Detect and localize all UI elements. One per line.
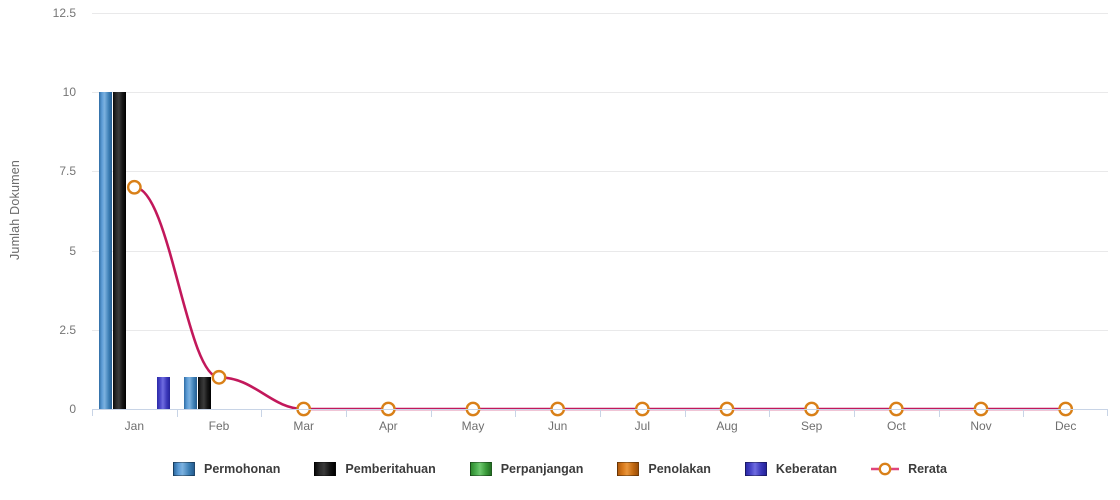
rerata-marker-mar[interactable]	[296, 401, 312, 417]
x-axis-label-feb: Feb	[208, 419, 230, 433]
x-axis-tick-mark	[176, 410, 178, 417]
x-axis-label-jul: Jul	[634, 419, 650, 433]
legend-label: Permohonan	[204, 462, 281, 476]
legend-label: Perpanjangan	[500, 462, 584, 476]
legend-item-pemberitahuan[interactable]: Pemberitahuan	[314, 462, 436, 476]
legend-label: Rerata	[908, 462, 947, 476]
x-axis-tick-mark	[515, 410, 517, 417]
rerata-marker-feb[interactable]	[211, 369, 227, 385]
x-axis-label-apr: Apr	[378, 419, 398, 433]
x-axis-label-may: May	[461, 419, 485, 433]
legend-swatch-keberatan	[744, 462, 767, 476]
rerata-marker-oct[interactable]	[888, 401, 904, 417]
legend-item-rerata[interactable]: Rerata	[871, 462, 947, 476]
chart-legend: Permohonan Pemberitahuan Perpanjangan Penol…	[0, 452, 1120, 486]
legend-line-marker-icon	[871, 462, 900, 476]
legend-swatch-permohonan	[173, 462, 195, 476]
x-axis-line	[92, 409, 1108, 416]
bar-pemberitahuan-jan[interactable]	[113, 92, 127, 409]
legend-label: Pemberitahuan	[345, 462, 436, 476]
rerata-marker-may[interactable]	[465, 401, 481, 417]
legend-swatch-perpanjangan	[469, 462, 492, 476]
y-axis-tick-label: 5	[69, 243, 76, 258]
legend-swatch-penolakan	[617, 462, 640, 476]
legend-item-perpanjangan[interactable]: Perpanjangan	[469, 462, 584, 476]
x-axis-tick-mark	[430, 410, 432, 417]
legend-swatch-pemberitahuan	[314, 462, 337, 476]
rerata-marker-dec[interactable]	[1058, 401, 1074, 417]
rerata-marker-jun[interactable]	[550, 401, 566, 417]
x-axis-tick-mark	[600, 410, 601, 417]
bar-permohonan-jan[interactable]	[98, 92, 112, 409]
rerata-marker-jan[interactable]	[126, 179, 142, 195]
y-axis-tick-label: 7.5	[59, 164, 76, 179]
x-axis-label-aug: Aug	[716, 419, 738, 433]
gridline	[92, 92, 1108, 94]
x-axis-tick-mark	[1023, 410, 1025, 417]
gridline	[92, 250, 1108, 252]
legend-item-penolakan[interactable]: Penolakan	[617, 462, 711, 476]
y-axis-tick-label: 10	[62, 85, 76, 100]
x-axis-tick-mark	[261, 410, 263, 417]
x-axis-tick-mark	[684, 410, 686, 417]
x-axis-label-oct: Oct	[886, 419, 906, 433]
x-axis-tick-mark	[346, 410, 347, 417]
rerata-marker-nov[interactable]	[973, 401, 989, 417]
bar-keberatan-jan[interactable]	[156, 377, 170, 409]
x-axis-label-nov: Nov	[970, 419, 992, 433]
y-axis-title: Jumlah Dokumen	[0, 0, 30, 420]
x-axis-tick-mark	[854, 410, 855, 417]
legend-item-permohonan[interactable]: Permohonan	[173, 462, 280, 476]
gridline	[92, 13, 1108, 14]
rerata-marker-aug[interactable]	[719, 401, 735, 417]
y-axis-tick-label: 0	[69, 402, 76, 416]
y-axis-tick-label: 2.5	[59, 322, 76, 337]
bar-permohonan-feb[interactable]	[183, 377, 197, 409]
x-axis-label-dec: Dec	[1054, 419, 1077, 433]
rerata-line-path	[133, 185, 1067, 411]
x-axis-tick-mark	[769, 410, 771, 417]
legend-label: Keberatan	[775, 462, 838, 476]
legend-label: Penolakan	[648, 462, 711, 476]
rerata-marker-jul[interactable]	[634, 401, 650, 417]
y-axis-tick-label: 12.5	[52, 6, 76, 20]
gridline	[92, 329, 1108, 331]
gridline	[92, 171, 1108, 173]
bar-pemberitahuan-feb[interactable]	[198, 377, 211, 409]
line-series-rerata	[126, 179, 1074, 417]
x-axis-tick-mark	[938, 410, 940, 417]
x-axis-label-sep: Sep	[800, 419, 823, 433]
legend-item-keberatan[interactable]: Keberatan	[744, 462, 838, 476]
x-axis-label-jan: Jan	[124, 419, 145, 433]
x-axis-label-mar: Mar	[293, 419, 314, 433]
rerata-marker-apr[interactable]	[380, 401, 396, 417]
plot-area	[92, 13, 1108, 417]
rerata-marker-sep[interactable]	[804, 401, 820, 417]
x-axis-label-jun: Jun	[547, 419, 568, 433]
